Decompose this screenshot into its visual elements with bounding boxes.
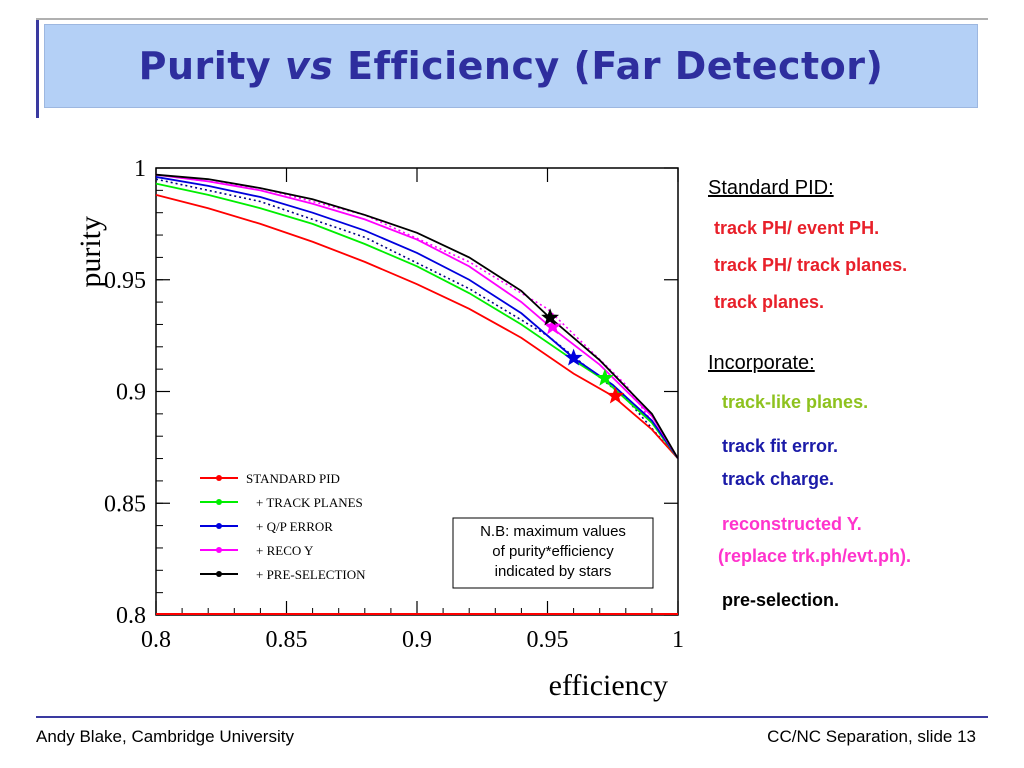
x-axis-label: efficiency: [549, 669, 668, 702]
legend-label: STANDARD PID: [246, 471, 340, 486]
x-tick-label: 0.95: [527, 627, 569, 653]
footer-author: Andy Blake, Cambridge University: [36, 727, 294, 746]
series-line-0: [155, 193, 679, 460]
incorporate-item-3: track charge.: [722, 469, 835, 489]
title-main: Purity: [138, 44, 272, 88]
footer-rule: [36, 716, 988, 718]
x-tick-label: 0.85: [266, 627, 308, 653]
x-tick-label: 1: [672, 627, 684, 653]
legend-swatch-marker: [216, 571, 222, 577]
standard-item-1: track PH/ event PH.: [714, 218, 880, 238]
standard-item-2: track PH/ track planes.: [714, 255, 908, 275]
axes-layer: 0.8 0.85 0.9 0.95 10.80.850.90.951efficiency…: [74, 156, 684, 702]
max-star-1: [595, 368, 614, 386]
max-star-2: [564, 348, 583, 366]
x-tick-label: 0.9: [402, 627, 432, 653]
series-line-1: [155, 182, 679, 460]
series-layer: [155, 173, 679, 615]
chart-legend: STANDARD PID + TRACK PLANES + Q/P ERROR + R…: [200, 471, 366, 582]
legend-label: + TRACK PLANES: [256, 495, 363, 510]
note-line-3: indicated by stars: [495, 563, 612, 580]
legend-swatch-marker: [216, 499, 222, 505]
legend-label: + PRE-SELECTION: [256, 567, 366, 582]
title-banner: Purity vs Efficiency (Far Detector): [44, 24, 978, 108]
note-line-2: of purity*efficiency: [492, 543, 614, 560]
legend-label: + RECO Y: [256, 543, 314, 558]
footer-slide-info: CC/NC Separation, slide 13: [767, 727, 976, 746]
y-tick-label: 0.85: [104, 491, 146, 517]
y-tick-label: 0.95: [104, 268, 146, 294]
incorporate-item-6: pre-selection.: [722, 590, 840, 610]
legend-swatch-marker: [216, 523, 222, 529]
title-rest: Efficiency (Far Detector): [347, 44, 884, 88]
max-star-0: [606, 386, 625, 404]
legend-swatch-marker: [216, 475, 222, 481]
note-box: N.B: maximum values of purity*efficiency…: [452, 517, 654, 589]
y-tick-label: 0.8: [116, 603, 146, 629]
y-tick-label: 1: [134, 156, 146, 182]
left-accent-rule: [36, 20, 39, 118]
dotted-series-line-0: [155, 178, 679, 460]
incorporate-item-2: track fit error.: [722, 436, 839, 456]
dotted-series-line-1: [155, 173, 679, 460]
legend-swatch-marker: [216, 547, 222, 553]
note-line-1: N.B: maximum values: [480, 523, 626, 540]
incorporate-item-1: track-like planes.: [722, 392, 869, 412]
max-star-3: [543, 317, 562, 335]
series-line-2: [155, 176, 679, 460]
note-frame: [452, 517, 654, 589]
series-line-4: [155, 173, 679, 460]
x-tick-label: 0.8: [141, 627, 171, 653]
legend-label: + Q/P ERROR: [256, 519, 333, 534]
incorporate-item-5: (replace trk.ph/evt.ph).: [718, 546, 912, 566]
series-line-3: [155, 173, 679, 460]
incorporate-item-4: reconstructed Y.: [722, 514, 862, 534]
max-star-4: [541, 308, 560, 326]
title-vs: vs: [284, 44, 334, 88]
y-axis-label: purity: [74, 216, 107, 288]
incorporate-heading: Incorporate:: [708, 352, 815, 374]
standard-item-3: track planes.: [714, 292, 825, 312]
y-tick-label: 0.9: [116, 380, 146, 406]
standard-pid-heading: Standard PID:: [708, 177, 834, 199]
top-rule: [36, 18, 988, 20]
slide-title: Purity vs Efficiency (Far Detector): [139, 44, 884, 88]
purity-efficiency-chart: 0.8 0.85 0.9 0.95 10.80.850.90.951efficiency…: [74, 156, 684, 702]
